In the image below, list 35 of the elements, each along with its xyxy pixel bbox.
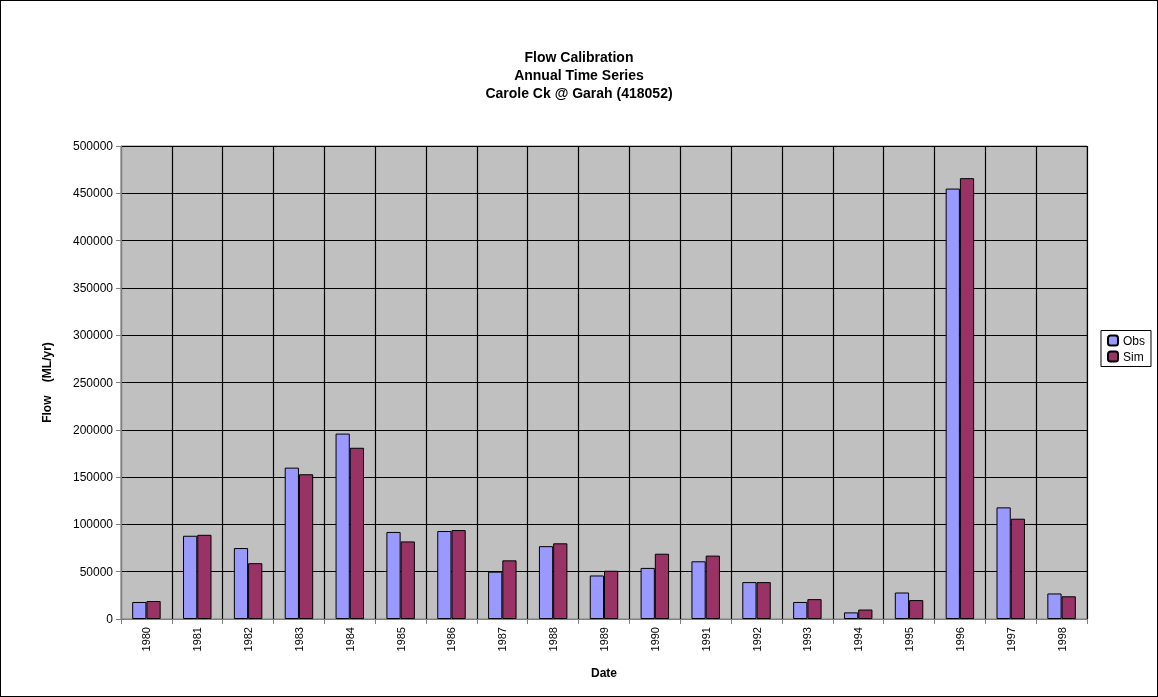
y-tick-label: 250000	[72, 375, 114, 390]
legend-label: Obs	[1122, 333, 1146, 348]
x-tick-label: 1988	[547, 627, 560, 652]
x-tick-label: 1980	[140, 627, 153, 652]
x-tick-label: 1981	[191, 627, 204, 652]
y-tick-label: 350000	[72, 280, 114, 295]
x-axis-title: Date	[590, 666, 618, 680]
x-tick-label: 1987	[496, 627, 509, 652]
x-tick-label: 1982	[242, 627, 255, 652]
y-tick-label: 150000	[72, 470, 114, 485]
x-tick-label: 1993	[801, 627, 814, 652]
x-tick-label: 1991	[699, 627, 712, 652]
y-tick-label: 400000	[72, 233, 114, 248]
x-tick-label: 1992	[750, 627, 763, 652]
y-tick-label: 300000	[72, 328, 114, 343]
y-axis-title: Flow (ML/yr)	[40, 342, 54, 423]
x-tick-label: 1997	[1004, 627, 1017, 652]
x-tick-label: 1998	[1055, 627, 1068, 652]
x-tick-label: 1994	[852, 627, 865, 652]
x-tick-label: 1996	[953, 627, 966, 652]
chart-title: Flow Calibration Annual Time Series Carole Ck @ Garah (418052)	[485, 49, 673, 101]
x-tick-label: 1995	[903, 627, 916, 652]
y-tick-label: 200000	[72, 422, 114, 437]
y-tick-label: 450000	[72, 186, 114, 201]
y-tick-label: 500000	[72, 139, 114, 153]
y-tick-label: 50000	[79, 564, 114, 579]
x-tick-label: 1990	[648, 627, 661, 652]
x-tick-label: 1989	[598, 627, 610, 652]
legend-label: Sim	[1122, 349, 1144, 364]
y-tick-label: 0	[106, 612, 114, 626]
x-tick-label: 1986	[445, 627, 458, 652]
x-tick-label: 1985	[394, 627, 407, 652]
x-tick-label: 1984	[343, 627, 356, 652]
x-tick-label: 1983	[292, 627, 305, 652]
y-tick-label: 100000	[72, 517, 114, 532]
